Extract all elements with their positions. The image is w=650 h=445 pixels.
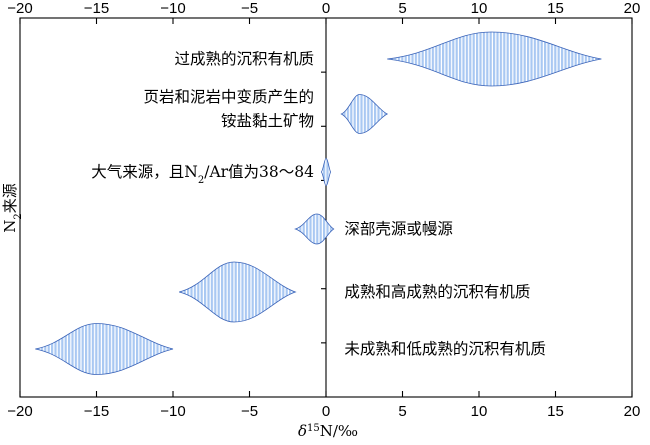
x-tick-label-top: −20: [7, 0, 32, 17]
x-tick-label-bottom: −20: [7, 403, 32, 420]
x-axis-title: δ15N/‰: [298, 422, 358, 440]
x-tick-label-top: 0: [322, 0, 330, 17]
range-lens: [387, 31, 602, 87]
category-label: 页岩和泥岩中变质产生的: [143, 88, 314, 106]
category-labels: 过成熟的沉积有机质页岩和泥岩中变质产生的铵盐黏土矿物大气来源，且N2/Ar值为3…: [91, 50, 546, 358]
category-label: 大气来源，且N2/Ar值为38～84: [91, 163, 314, 186]
category-label: 铵盐黏土矿物: [221, 112, 314, 130]
x-tick-label-top: 15: [547, 0, 564, 17]
x-tick-label-top: 5: [398, 0, 406, 17]
range-lens: [320, 158, 332, 186]
x-tick-label-bottom: −10: [160, 403, 185, 420]
x-tick-label-top: −5: [241, 0, 258, 17]
x-tick-label-bottom: 0: [322, 403, 330, 420]
x-tick-label-top: −10: [160, 0, 185, 17]
range-lens: [179, 261, 297, 323]
x-tick-label-top: −15: [84, 0, 109, 17]
category-label: 深部壳源或幔源: [344, 220, 453, 238]
data-ranges: [35, 31, 602, 375]
range-lens: [35, 323, 174, 375]
x-tick-label-top: 20: [624, 0, 641, 17]
ticks: −20 −20 −15 −15 −10 −10 −5 −5 0 0 5 5 10 10 15 15 20 20: [7, 0, 640, 420]
x-tick-label-bottom: 15: [547, 403, 564, 420]
x-tick-label-bottom: −15: [84, 403, 109, 420]
x-tick-label-top: 10: [471, 0, 488, 17]
category-label: 未成熟和低成熟的沉积有机质: [344, 340, 546, 358]
x-tick-label-bottom: 10: [471, 403, 488, 420]
category-label: 成熟和高成熟的沉积有机质: [344, 283, 530, 301]
x-tick-label-bottom: 5: [398, 403, 406, 420]
range-lens: [294, 213, 335, 245]
category-label: 过成熟的沉积有机质: [174, 50, 314, 68]
y-axis-title: N2来源: [1, 183, 24, 233]
x-tick-label-bottom: 20: [624, 403, 641, 420]
range-lens: [340, 94, 389, 134]
x-tick-label-bottom: −5: [241, 403, 258, 420]
